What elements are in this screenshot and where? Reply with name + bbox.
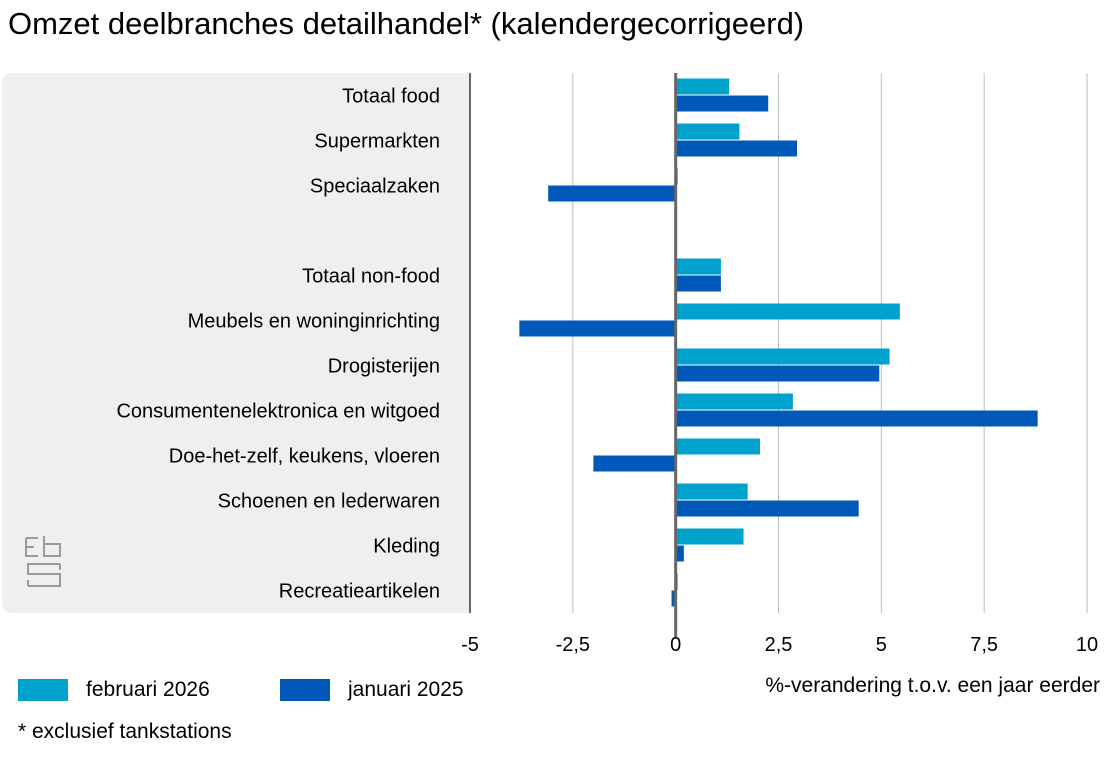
x-axis-label: %-verandering t.o.v. een jaar eerder <box>765 674 1100 697</box>
bar-series2 <box>593 455 676 472</box>
legend-label-series1: februari 2026 <box>86 678 210 701</box>
bar-series1 <box>675 348 890 365</box>
legend-item-series1: februari 2026 <box>18 678 210 702</box>
x-tick-label: 0 <box>670 634 681 656</box>
bar-series1 <box>675 528 744 545</box>
bar-series2 <box>671 590 676 607</box>
bar-series1 <box>675 303 900 320</box>
category-label: Totaal non-food <box>302 266 440 288</box>
x-tick-label: 10 <box>1076 634 1098 656</box>
bar-series1 <box>675 393 793 410</box>
bar-series2 <box>675 365 880 382</box>
bar-series2 <box>675 545 684 562</box>
legend-label-series2: januari 2025 <box>348 678 464 701</box>
bar-series1 <box>675 438 760 455</box>
category-label: Speciaalzaken <box>310 176 440 198</box>
bar-series2 <box>675 140 798 157</box>
x-tick-label: 5 <box>876 634 887 656</box>
bar-series1 <box>675 123 740 140</box>
bar-series2 <box>675 410 1038 427</box>
category-label: Meubels en woninginrichting <box>188 311 440 333</box>
legend-swatch-series1 <box>18 679 68 701</box>
bar-series1 <box>675 78 730 95</box>
chart-title: Omzet deelbranches detailhandel* (kalend… <box>8 6 805 41</box>
bar-series1 <box>675 483 748 500</box>
category-label: Schoenen en lederwaren <box>218 491 440 513</box>
x-tick-label: 2,5 <box>765 634 793 656</box>
bar-series2 <box>675 95 769 112</box>
bar-series2 <box>519 320 676 337</box>
x-tick-label: -5 <box>461 634 479 656</box>
category-label: Recreatieartikelen <box>279 581 440 603</box>
legend-swatch-series2 <box>280 679 330 701</box>
category-label: Supermarkten <box>314 131 440 153</box>
category-label: Kleding <box>373 536 440 558</box>
category-label: Totaal food <box>342 86 440 108</box>
category-label: Drogisterijen <box>328 356 440 378</box>
legend-item-series2: januari 2025 <box>280 678 464 702</box>
x-tick-label: -2,5 <box>556 634 590 656</box>
category-label: Consumentenelektronica en witgoed <box>116 401 440 423</box>
cbs-logo <box>25 536 61 587</box>
bar-series2 <box>548 185 676 202</box>
footnote: * exclusief tankstations <box>18 720 232 743</box>
bar-series2 <box>675 275 721 292</box>
category-label: Doe-het-zelf, keukens, vloeren <box>169 446 440 468</box>
x-tick-label: 7,5 <box>970 634 998 656</box>
bar-series1 <box>675 258 721 275</box>
category-label-panel <box>2 73 470 613</box>
bar-series2 <box>675 500 859 517</box>
